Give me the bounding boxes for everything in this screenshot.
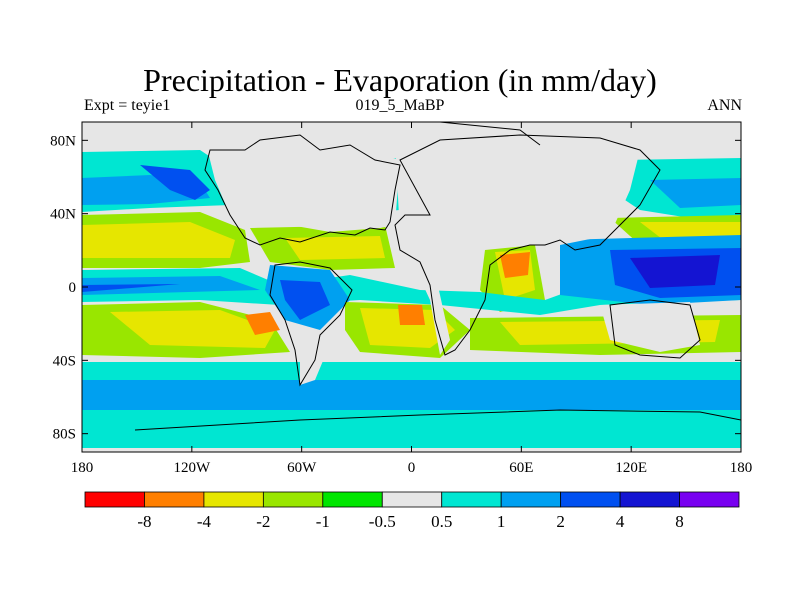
colorbar-label: -2 (256, 512, 270, 531)
coastline-arctic (434, 122, 541, 146)
colorbar: -8 -4 -2 -1 -0.5 0.5 1 2 4 8 (84, 491, 740, 531)
contour-warmpool-max (630, 255, 720, 288)
map-title: Precipitation - Evaporation (in mm/day) (143, 62, 657, 98)
contour-spac-max (245, 312, 280, 335)
contour-spac-dry-core (110, 310, 275, 348)
colorbar-label: 2 (556, 512, 565, 531)
y-tick-label: 40N (50, 207, 76, 223)
experiment-label: Expt = teyie1 (84, 97, 171, 114)
contour-npac-dry-core (82, 222, 235, 258)
map-panel: 180 120W 60W 0 60E 120E 180 80N 40N 0 40S 80S (50, 121, 752, 476)
contour-satl-dry-core (360, 308, 455, 348)
colorbar-label: -1 (316, 512, 330, 531)
colorbar-swatch (619, 491, 680, 508)
colorbar-swatch (381, 491, 443, 508)
coastline-layer (134, 122, 741, 431)
y-tick-label: 0 (69, 280, 77, 296)
colorbar-label: 4 (616, 512, 625, 531)
colorbar-swatch (441, 491, 502, 508)
colorbar-label: 0.5 (431, 512, 452, 531)
period-label: 019_5_MaBP (355, 97, 445, 114)
colorbar-swatch (560, 491, 621, 508)
x-tick-label: 180 (730, 460, 753, 476)
colorbar-label: -8 (137, 512, 151, 531)
x-tick-label: 120W (173, 460, 211, 476)
land-australia (600, 302, 700, 352)
coastline-australia (609, 299, 701, 359)
coastline-eurasia-africa (394, 134, 661, 356)
x-tick-label: 60W (287, 460, 317, 476)
x-tick-label: 60E (509, 460, 533, 476)
contour-antarctic-edge (82, 418, 741, 448)
colorbar-swatch (679, 491, 740, 508)
x-tick-label: 0 (408, 460, 416, 476)
colorbar-label: 1 (497, 512, 506, 531)
colorbar-label: -4 (197, 512, 212, 531)
colorbar-label: -0.5 (369, 512, 396, 531)
colorbar-swatch (322, 491, 383, 508)
contour-southern-core (82, 380, 741, 410)
colorbar-swatch (203, 491, 264, 508)
contour-amazon-core (280, 280, 330, 320)
season-label: ANN (707, 97, 742, 114)
colorbar-swatch (500, 491, 562, 508)
y-tick-label: 80S (53, 427, 76, 443)
contour-itcz-pac (82, 276, 260, 295)
contour-fill-layer (82, 135, 741, 448)
coastline-north-america (204, 134, 401, 246)
contour-natl-dry-core (285, 236, 385, 260)
colorbar-swatch (144, 491, 205, 508)
y-tick-label: 80N (50, 133, 76, 149)
x-tick-label: 180 (71, 460, 94, 476)
contour-arabia-max (500, 252, 530, 278)
contour-itcz-outer (82, 262, 741, 315)
colorbar-swatch (84, 491, 145, 508)
contour-npac-storm (140, 165, 210, 200)
colorbar-label: 8 (675, 512, 684, 531)
contour-wpac-core (650, 178, 741, 208)
contour-satl-max (398, 305, 425, 325)
x-tick-label: 120E (615, 460, 647, 476)
y-tick-label: 40S (53, 353, 76, 369)
land-eurasia-africa (395, 135, 640, 355)
coastline-south-america (269, 261, 353, 387)
axis-ticks: 180 120W 60W 0 60E 120E 180 80N 40N 0 40S 80S (50, 122, 752, 476)
contour-itcz-pac-core (82, 284, 180, 292)
land-north-america (205, 135, 400, 232)
colorbar-swatch (262, 491, 324, 508)
coastline-antarctica (134, 409, 741, 431)
